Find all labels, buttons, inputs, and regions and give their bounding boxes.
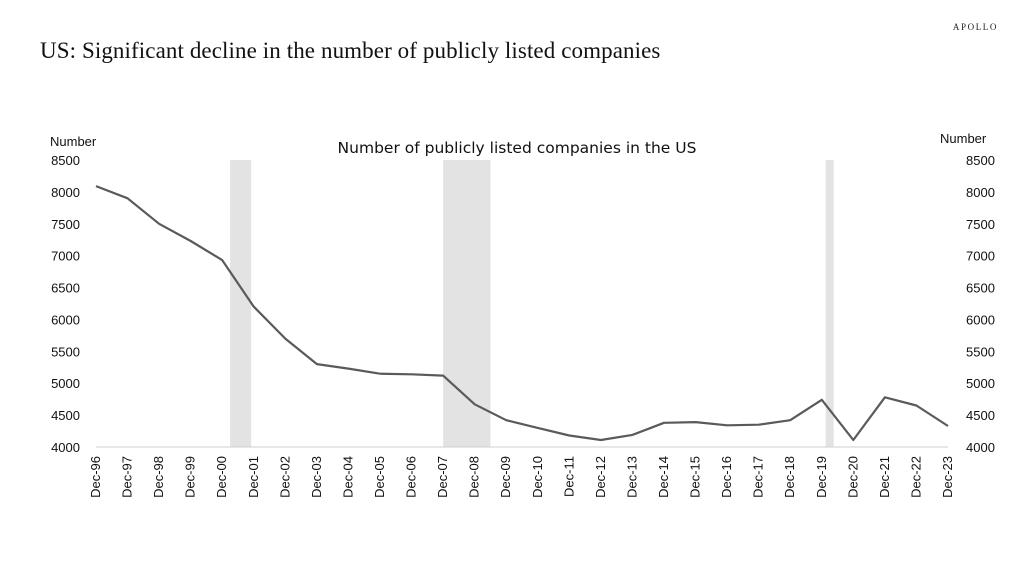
y-tick-label-right: 7000 bbox=[966, 249, 995, 264]
series-group bbox=[95, 185, 949, 442]
x-tick-label: Dec-21 bbox=[877, 456, 892, 498]
y-ticks-left: 4000 4500 5000 5500 6000 6500 7000 7500 8000 8500 bbox=[51, 153, 80, 455]
x-tick-label: Dec-98 bbox=[151, 456, 166, 498]
page-title: US: Significant decline in the number of… bbox=[40, 38, 661, 63]
x-tick-label: Dec-04 bbox=[340, 456, 355, 498]
x-tick-label: Dec-15 bbox=[688, 456, 703, 498]
y-tick-label-left: 4500 bbox=[51, 408, 80, 423]
y-tick-label-left: 6000 bbox=[51, 312, 80, 327]
x-tick-label: Dec-05 bbox=[372, 456, 387, 498]
y-axis-label-right: Number bbox=[940, 131, 987, 146]
x-tick-label: Dec-12 bbox=[593, 456, 608, 498]
x-tick-label: Dec-08 bbox=[467, 456, 482, 498]
x-tick-label: Dec-11 bbox=[561, 456, 576, 497]
x-tick-label: Dec-03 bbox=[309, 456, 324, 498]
y-tick-label-right: 6500 bbox=[966, 281, 995, 296]
x-tick-label: Dec-22 bbox=[908, 456, 923, 498]
x-tick-label: Dec-14 bbox=[656, 456, 671, 498]
recession-band bbox=[443, 160, 491, 447]
y-tick-label-left: 8500 bbox=[51, 153, 80, 168]
y-tick-label-left: 5000 bbox=[51, 376, 80, 391]
y-tick-label-right: 6000 bbox=[966, 312, 995, 327]
recession-bands bbox=[230, 160, 834, 447]
y-ticks-right: 4000 4500 5000 5500 6000 6500 7000 7500 8000 8500 bbox=[966, 153, 995, 455]
y-tick-label-right: 7500 bbox=[966, 217, 995, 232]
brand-logo: APOLLO bbox=[952, 22, 998, 32]
y-tick-label-left: 8000 bbox=[51, 185, 80, 200]
y-tick-label-right: 8500 bbox=[966, 153, 995, 168]
y-tick-label-left: 7000 bbox=[51, 249, 80, 264]
y-tick-label-left: 6500 bbox=[51, 281, 80, 296]
x-tick-label: Dec-96 bbox=[88, 456, 103, 498]
y-tick-label-left: 4000 bbox=[51, 440, 80, 455]
x-tick-label: Dec-23 bbox=[940, 456, 955, 498]
y-tick-label-left: 7500 bbox=[51, 217, 80, 232]
y-tick-label-right: 4500 bbox=[966, 408, 995, 423]
x-tick-label: Dec-02 bbox=[277, 456, 292, 498]
x-ticks: Dec-96 Dec-97 Dec-98 Dec-99 Dec-00 Dec-01 Dec-… bbox=[88, 456, 955, 498]
y-tick-label-right: 4000 bbox=[966, 440, 995, 455]
series-line bbox=[95, 185, 949, 442]
x-tick-label: Dec-16 bbox=[719, 456, 734, 498]
x-tick-label: Dec-18 bbox=[782, 456, 797, 498]
y-axis-label-left: Number bbox=[50, 134, 97, 149]
x-tick-label: Dec-00 bbox=[214, 456, 229, 498]
x-tick-label: Dec-17 bbox=[751, 456, 766, 498]
y-tick-label-right: 8000 bbox=[966, 185, 995, 200]
chart-title: Number of publicly listed companies in t… bbox=[338, 139, 697, 157]
recession-band bbox=[825, 160, 834, 447]
x-tick-label: Dec-97 bbox=[120, 456, 135, 498]
x-tick-label: Dec-99 bbox=[183, 456, 198, 498]
x-tick-label: Dec-13 bbox=[624, 456, 639, 498]
y-tick-label-left: 5500 bbox=[51, 344, 80, 359]
x-tick-label: Dec-19 bbox=[814, 456, 829, 498]
y-tick-label-right: 5500 bbox=[966, 344, 995, 359]
recession-band bbox=[230, 160, 252, 447]
x-tick-label: Dec-06 bbox=[404, 456, 419, 498]
x-tick-label: Dec-20 bbox=[845, 456, 860, 498]
y-tick-label-right: 5000 bbox=[966, 376, 995, 391]
x-tick-label: Dec-07 bbox=[435, 456, 450, 498]
x-tick-label: Dec-10 bbox=[530, 456, 545, 498]
x-tick-label: Dec-09 bbox=[498, 456, 513, 498]
x-tick-label: Dec-01 bbox=[246, 456, 261, 498]
